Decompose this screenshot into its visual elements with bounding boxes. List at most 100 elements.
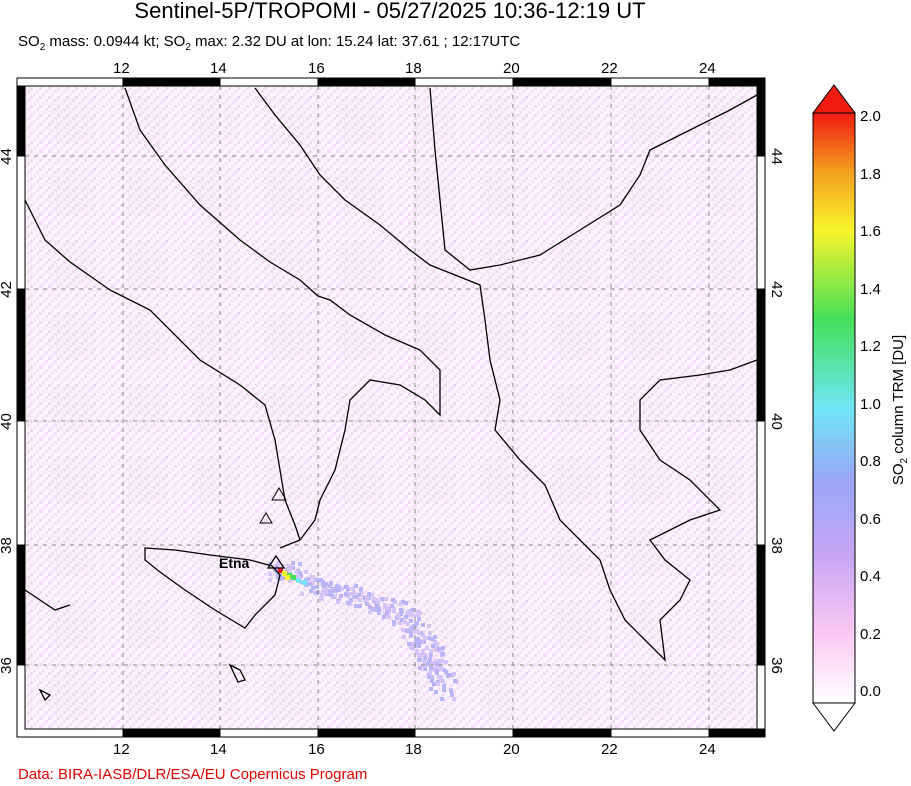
plume-pixel	[444, 660, 448, 664]
lon-tick-top: 20	[503, 60, 520, 77]
plume-pixel	[392, 608, 396, 612]
plume-pixel	[375, 598, 379, 602]
plume-pixel	[438, 664, 442, 668]
plume-pixel	[428, 671, 432, 675]
mass-text: mass: 0.0944 kt; SO	[45, 33, 186, 50]
plume-pixel	[435, 662, 439, 666]
plume-pixel	[344, 585, 348, 589]
subscript: 2	[185, 42, 191, 53]
plume-pixel	[444, 670, 448, 674]
plume-pixel	[450, 693, 454, 697]
lon-tick-top: 18	[405, 60, 422, 77]
plume-pixel	[320, 593, 324, 597]
coastlines	[24, 87, 758, 702]
lon-tick-bottom: 24	[699, 741, 716, 758]
plume-pixel	[428, 631, 432, 635]
plume-pixel	[428, 657, 432, 661]
plume-pixel	[417, 658, 421, 662]
plume-pixel	[416, 610, 420, 614]
volcano-label-etna: Etna	[219, 555, 250, 571]
plume-pixel	[298, 571, 302, 575]
plume-pixel	[449, 689, 453, 693]
plume-pixel	[340, 587, 344, 591]
plume-pixel	[295, 570, 299, 574]
plume-pixel	[285, 575, 290, 580]
plume-pixel	[429, 649, 433, 653]
plume-pixel	[404, 601, 408, 605]
plume-pixel	[291, 575, 296, 580]
lat-tick-left: 44	[0, 148, 15, 165]
plume-pixel	[322, 584, 326, 588]
lat-tick-right: 38	[767, 537, 785, 554]
plume-pixel	[426, 662, 430, 666]
plume-pixel	[427, 636, 431, 640]
plume-pixel	[367, 592, 371, 596]
subscript: 2	[899, 457, 910, 464]
colorbar-tick-label: 1.4	[860, 280, 881, 298]
plume-pixel	[372, 597, 376, 601]
lon-tick-bottom: 20	[503, 741, 520, 758]
plume-pixel	[324, 587, 328, 591]
plume-pixel	[336, 600, 340, 604]
plume-pixel	[421, 623, 425, 627]
plume-pixel	[370, 593, 374, 597]
plume-pixel	[289, 566, 293, 570]
plume-pixel	[279, 577, 283, 581]
lon-tick-bottom: 12	[113, 741, 130, 758]
colorbar-gradient	[812, 112, 856, 704]
plume-pixel	[399, 612, 403, 616]
plume-pixel	[377, 611, 381, 615]
plume-pixel	[377, 607, 381, 611]
plume-pixel	[430, 677, 434, 681]
plume-pixel	[349, 592, 353, 596]
plume-pixel	[311, 586, 315, 590]
plume-pixel	[409, 629, 413, 633]
so2-plume	[268, 561, 459, 701]
plume-pixel	[276, 561, 280, 565]
plume-pixel	[275, 564, 279, 568]
plume-pixel	[324, 590, 328, 594]
plume-pixel	[311, 581, 315, 585]
plume-pixel	[385, 611, 389, 615]
plume-pixel	[429, 687, 433, 691]
plume-pixel	[434, 648, 438, 652]
plume-pixel	[298, 562, 302, 566]
colorbar-tick-label: 1.6	[860, 223, 881, 240]
plume-pixel	[415, 649, 419, 653]
plume-pixel	[307, 577, 311, 581]
plume-pixel	[439, 675, 443, 679]
plume-pixel	[402, 635, 406, 639]
plume-pixel	[409, 619, 413, 623]
plume-pixel	[418, 666, 422, 670]
volcano-icon	[271, 487, 287, 501]
lat-tick-left: 42	[0, 281, 15, 298]
plume-pixel	[423, 656, 427, 660]
plume-pixel	[288, 570, 292, 574]
plume-pixel	[330, 589, 334, 593]
plume-pixel	[311, 575, 315, 579]
plume-pixel	[291, 561, 295, 565]
lon-tick-top: 24	[699, 60, 716, 77]
colorbar-tick-label: 0.8	[860, 453, 881, 470]
lat-tick-right: 42	[767, 281, 785, 298]
lon-tick-bottom: 14	[210, 741, 227, 758]
plume-pixel	[344, 592, 348, 596]
lon-tick-top: 14	[210, 60, 227, 77]
plume-pixel	[452, 672, 456, 676]
plume-pixel	[354, 595, 358, 599]
colorbar-min-triangle	[812, 702, 856, 732]
plume-pixel	[424, 636, 428, 640]
plume-pixel	[434, 659, 438, 663]
lat-tick-left: 40	[0, 413, 15, 430]
plume-pixel	[383, 605, 387, 609]
plume-pixel	[351, 587, 355, 591]
plume-pixel	[296, 578, 301, 583]
lon-tick-top: 16	[308, 60, 325, 77]
lat-tick-left: 36	[0, 657, 15, 674]
plume-pixel	[315, 578, 319, 582]
plume-pixel	[286, 564, 290, 568]
plume-pixel	[412, 630, 416, 634]
plume-pixel	[315, 585, 319, 589]
plume-pixel	[401, 628, 405, 632]
